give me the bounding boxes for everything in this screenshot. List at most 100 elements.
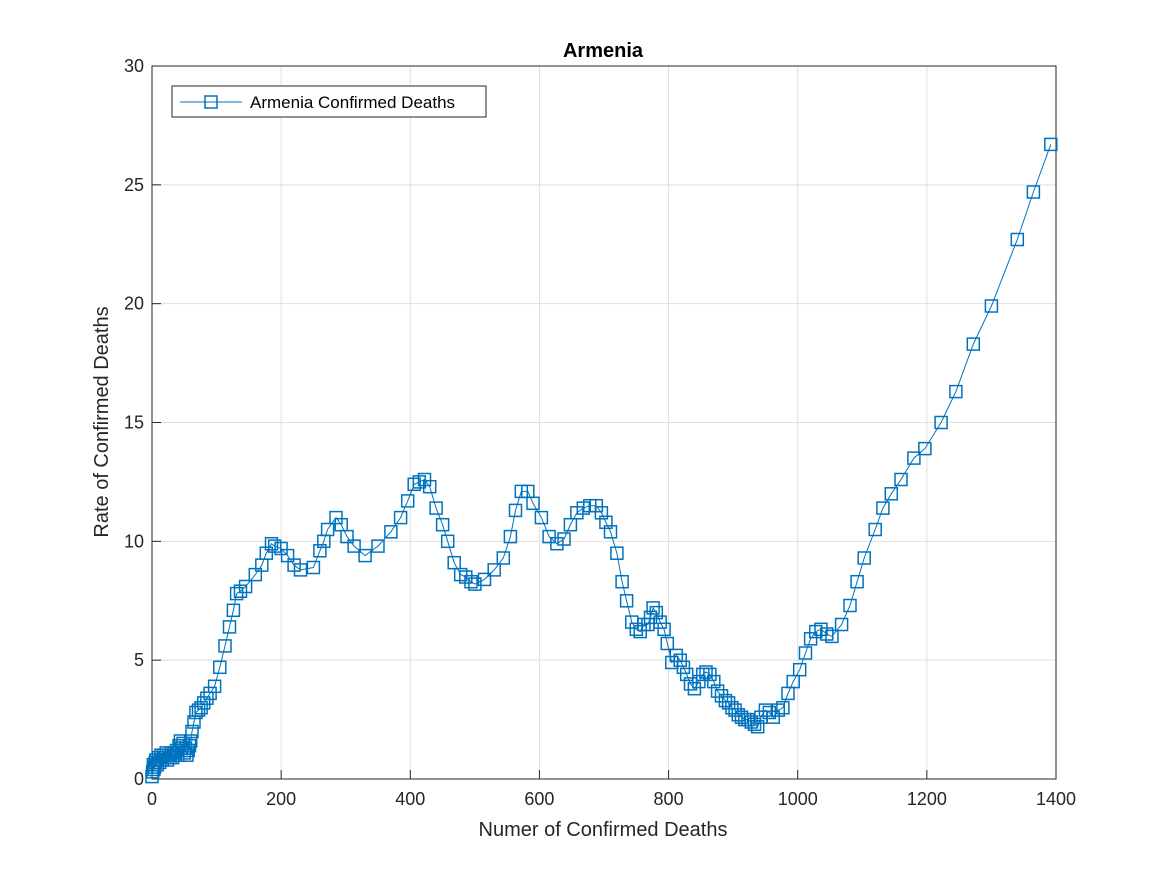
data-point-marker [669,648,684,663]
legend-marker [204,95,218,109]
data-point-marker [340,529,354,544]
chart-title: Armenia [563,40,644,62]
data-point-marker [792,662,807,677]
data-point-marker [615,574,629,589]
legend: Armenia Confirmed Deaths [171,85,487,118]
data-point-marker [820,627,834,641]
data-point-marker [550,536,564,551]
x-tick-label: 200 [266,789,296,809]
data-point-marker [203,686,217,701]
x-tick-label: 800 [654,789,684,809]
data-point-marker [306,560,321,575]
data-point-marker [771,703,786,717]
data-point-marker [766,710,780,724]
data-point-marker [459,570,473,584]
data-point-marker [758,703,773,717]
series-armenia [145,137,1058,784]
data-point-marker [185,724,199,739]
data-point-marker [557,532,571,546]
x-tick-label: 1200 [907,789,947,809]
data-point-marker [657,622,671,637]
data-point-marker [673,653,687,667]
data-point-marker [200,691,214,705]
data-point-marker [633,624,647,639]
data-point-marker [477,572,492,587]
y-tick-label: 30 [124,56,144,76]
data-point-marker [180,748,194,762]
data-point-marker [487,563,501,577]
data-point-marker [412,475,427,489]
data-point-marker [422,479,437,494]
data-point-marker [508,503,523,518]
data-point-marker [222,620,237,634]
y-tick-label: 20 [124,294,144,314]
data-point-marker [710,684,725,698]
data-point-marker [182,738,197,753]
data-point-marker [407,477,421,492]
data-point-marker [603,525,618,539]
data-point-marker [707,674,721,689]
data-point-marker [526,496,540,511]
data-point-marker [313,544,327,558]
data-point-marker [834,617,849,632]
data-point-marker [542,529,556,544]
data-point-marker [798,646,813,660]
data-point-marker [649,605,664,620]
data-point-marker [440,534,455,549]
data-point-marker [1044,137,1058,152]
x-tick-label: 1000 [778,789,818,809]
data-point-marker [850,574,864,589]
data-point-marker [619,594,634,608]
data-point-marker [417,472,432,487]
data-point-marker [189,705,203,720]
data-point-marker [949,384,963,399]
axis-ticks: 0 200 400 600 800 1000 1200 1400 0 5 10 15 20 25 30 [124,56,1076,809]
y-axis-label: Rate of Confirmed Deaths [91,306,113,537]
data-point-marker [233,584,248,598]
data-point-marker [429,501,443,515]
data-point-marker [918,441,932,456]
data-point-marker [503,529,518,544]
data-point-marker [468,577,482,591]
data-point-marker [384,525,398,539]
data-point-marker [809,624,823,639]
data-point-marker [884,487,899,501]
data-point-marker [320,522,335,537]
data-point-marker [238,579,253,594]
data-point-marker [453,567,468,582]
x-tick-label: 400 [395,789,425,809]
data-point-marker [825,629,839,644]
data-point-marker [907,451,921,465]
data-point-marker [1026,185,1041,199]
data-point-marker [653,615,667,629]
data-point-marker [714,689,729,703]
data-point-marker [692,674,706,689]
data-point-marker [226,603,241,618]
legend-entry-label: Armenia Confirmed Deaths [250,93,455,112]
x-axis-label: Numer of Confirmed Deaths [479,819,728,841]
data-point-marker [207,679,222,694]
data-point-marker [400,494,415,508]
data-point-marker [843,598,857,613]
data-point-marker [876,501,890,515]
data-point-marker [264,536,279,551]
data-point-marker [464,574,478,589]
data-point-marker [703,667,717,682]
data-point-marker [229,586,244,601]
data-point-marker [676,660,691,675]
data-point-marker [393,510,408,525]
data-point-marker [660,636,675,651]
data-point-marker [358,548,372,563]
data-point-marker [371,539,385,553]
data-point-marker [181,743,195,758]
data-point-marker [934,415,948,430]
y-tick-label: 10 [124,531,144,551]
data-point-marker [646,601,660,615]
data-point-marker [599,515,613,530]
data-point-marker [683,677,698,691]
data-point-marker [191,703,206,717]
data-point-marker [293,563,308,577]
data-point-marker [610,546,624,560]
data-point-marker [594,506,609,520]
data-point-marker [435,517,450,532]
